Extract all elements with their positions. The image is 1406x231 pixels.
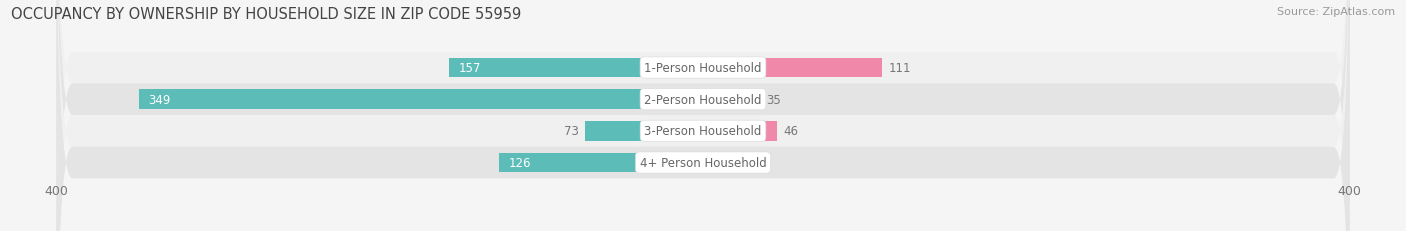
Text: 1-Person Household: 1-Person Household <box>644 62 762 75</box>
Bar <box>449 58 703 78</box>
Bar <box>499 153 703 173</box>
FancyBboxPatch shape <box>56 0 1350 231</box>
Bar <box>585 122 703 141</box>
Text: 35: 35 <box>766 93 780 106</box>
Text: 4+ Person Household: 4+ Person Household <box>640 156 766 169</box>
Text: 73: 73 <box>564 125 578 138</box>
FancyBboxPatch shape <box>56 0 1350 231</box>
Text: Source: ZipAtlas.com: Source: ZipAtlas.com <box>1277 7 1395 17</box>
Text: 157: 157 <box>458 62 481 75</box>
Text: 111: 111 <box>889 62 911 75</box>
Legend: Owner-occupied, Renter-occupied: Owner-occupied, Renter-occupied <box>571 229 835 231</box>
FancyBboxPatch shape <box>56 0 1350 231</box>
Bar <box>139 90 703 109</box>
Text: 349: 349 <box>149 93 170 106</box>
Text: 3-Person Household: 3-Person Household <box>644 125 762 138</box>
FancyBboxPatch shape <box>56 0 1350 231</box>
Bar <box>703 122 778 141</box>
Bar <box>703 58 883 78</box>
Text: 126: 126 <box>509 156 531 169</box>
Text: 4: 4 <box>716 156 724 169</box>
Text: OCCUPANCY BY OWNERSHIP BY HOUSEHOLD SIZE IN ZIP CODE 55959: OCCUPANCY BY OWNERSHIP BY HOUSEHOLD SIZE… <box>11 7 522 22</box>
Bar <box>703 153 710 173</box>
Text: 46: 46 <box>785 125 799 138</box>
Text: 2-Person Household: 2-Person Household <box>644 93 762 106</box>
Bar <box>703 90 759 109</box>
